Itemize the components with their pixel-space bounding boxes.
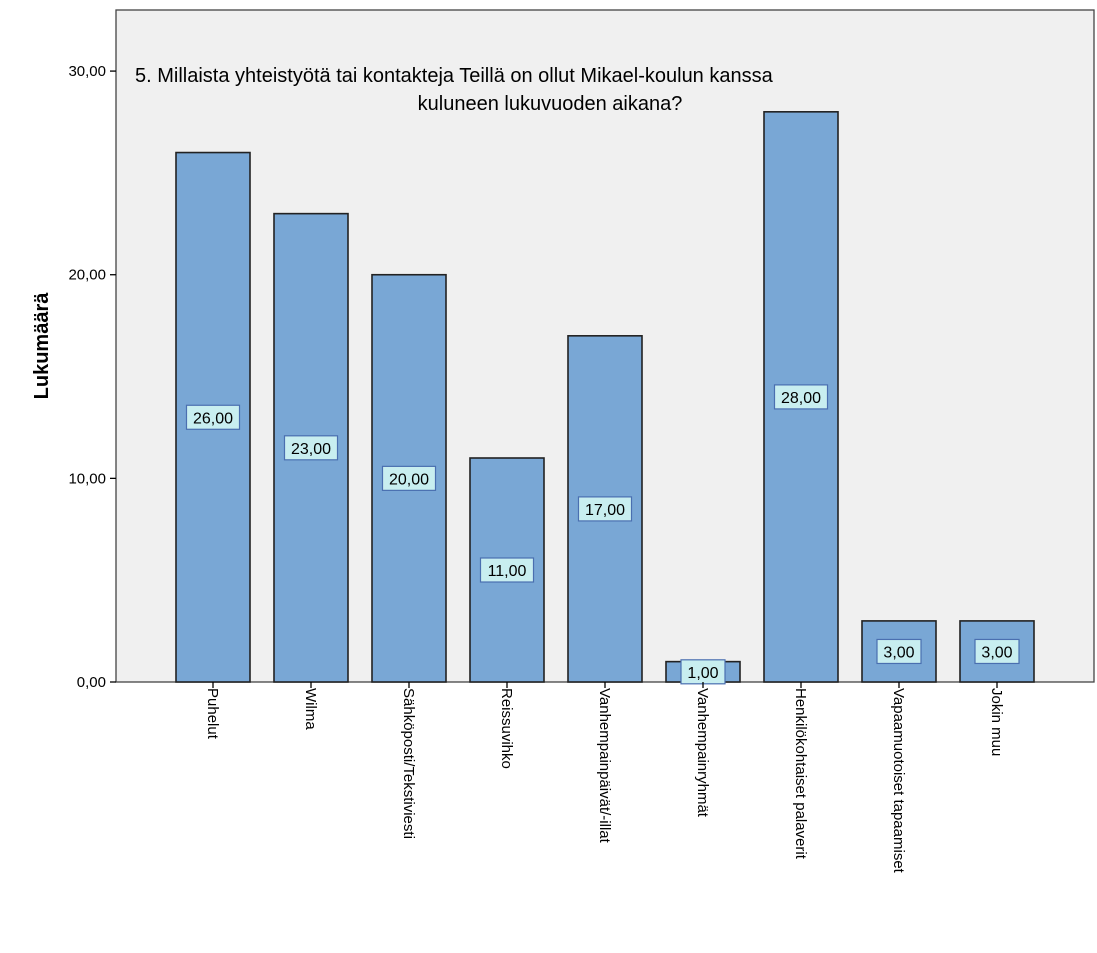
y-tick-label: 10,00 — [68, 470, 106, 487]
data-label: 3,00 — [981, 644, 1012, 661]
x-tick-label: Vanhempainpäivät/-illat — [596, 688, 613, 844]
y-axis-label: Lukumäärä — [31, 292, 53, 400]
data-label-box — [185, 404, 241, 430]
x-tick-label: Jokin muu — [988, 688, 1005, 756]
data-label-box — [577, 496, 633, 522]
data-label: 1,00 — [687, 665, 718, 682]
data-label-box — [381, 465, 437, 491]
data-label: 17,00 — [585, 502, 625, 519]
chart-title-line-2: kuluneen lukuvuoden aikana? — [418, 93, 683, 115]
x-tick-label: Vapaamuotoiset tapaamiset — [890, 688, 907, 874]
x-tick-label: Wilma — [302, 688, 319, 730]
data-label: 26,00 — [193, 410, 233, 427]
data-label: 20,00 — [389, 471, 429, 488]
data-label-box — [680, 659, 726, 685]
x-tick-label: Reissuvihko — [498, 688, 515, 769]
data-label-box — [283, 435, 339, 461]
data-label: 23,00 — [291, 441, 331, 458]
data-label-box — [479, 557, 535, 583]
y-tick-label: 30,00 — [68, 63, 106, 80]
data-label-box — [773, 384, 829, 410]
chart-title-line-1: 5. Millaista yhteistyötä tai kontakteja … — [135, 65, 774, 87]
data-label: 11,00 — [488, 563, 527, 580]
data-label-box — [974, 638, 1020, 665]
x-tick-label: Puhelut — [204, 688, 221, 740]
y-tick-label: 0,00 — [77, 674, 106, 691]
x-tick-label: Sähköposti/Tekstiviesti — [400, 688, 417, 839]
x-tick-label: Henkilökohtaiset palaverit — [792, 688, 809, 860]
data-label-box — [876, 638, 922, 665]
y-tick-label: 20,00 — [68, 267, 106, 284]
x-axis: Puhelut Wilma Sähköposti/Tekstiviesti Reiss… — [204, 682, 1005, 874]
data-label: 3,00 — [883, 644, 914, 661]
data-label: 28,00 — [781, 390, 821, 407]
x-tick-label: Vanhempainryhmät — [694, 688, 711, 818]
y-axis: 0,00 10,00 20,00 30,00 — [68, 63, 116, 691]
